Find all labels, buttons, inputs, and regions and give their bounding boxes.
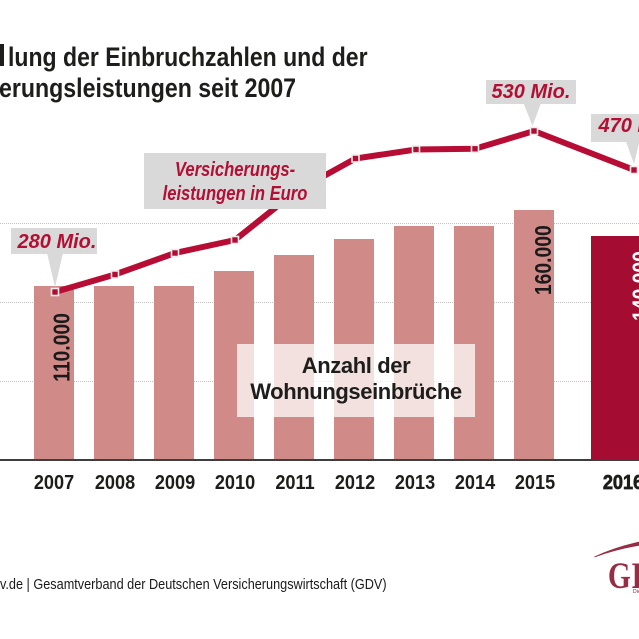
svg-text:GDV: GDV <box>608 556 639 597</box>
svg-text:140.000: 140.000 <box>629 251 639 321</box>
svg-text:110.000: 110.000 <box>50 313 75 382</box>
svg-text:160.000: 160.000 <box>532 225 557 295</box>
svg-text:Die Deu: Die Deu <box>633 589 639 595</box>
